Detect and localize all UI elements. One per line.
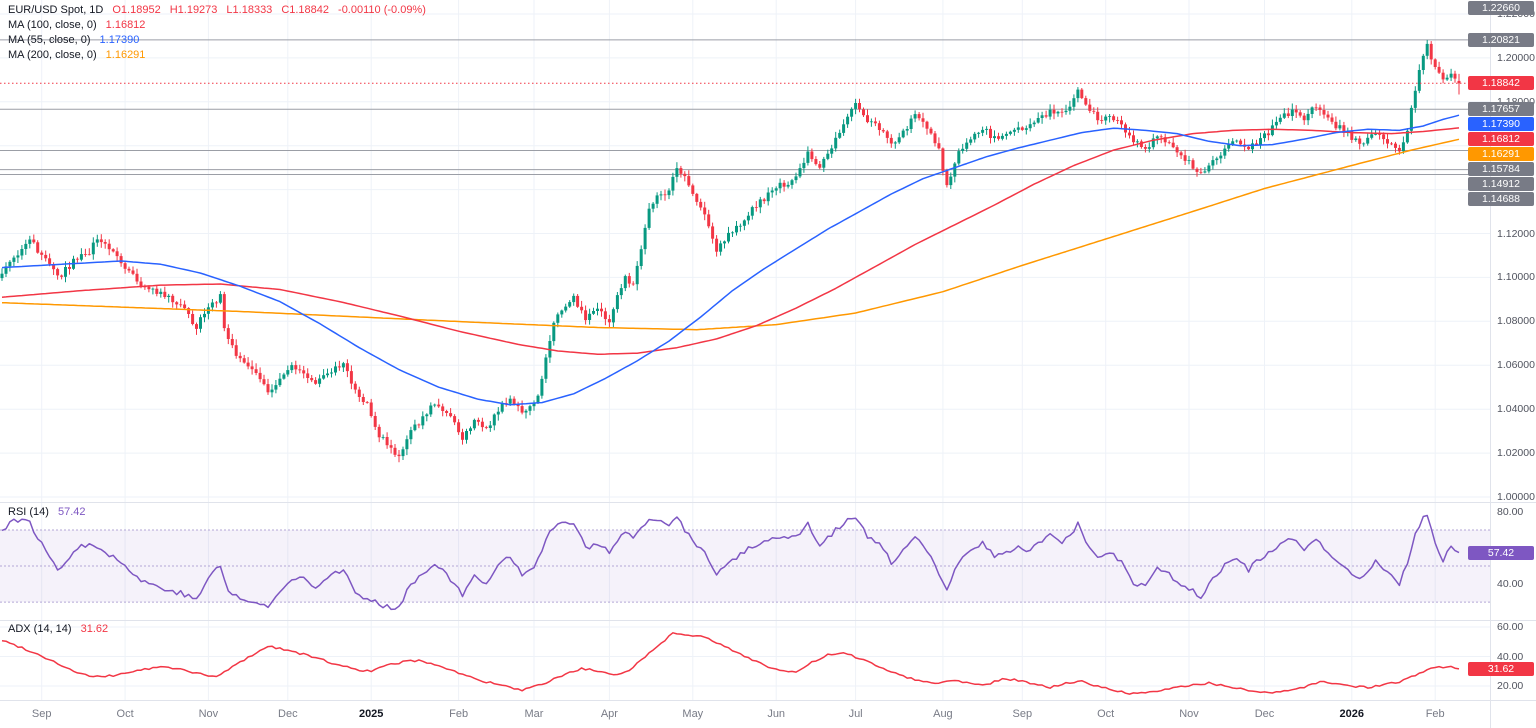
price-tick-label: 1.04000: [1497, 403, 1535, 416]
price-tick-label: 1.12000: [1497, 227, 1535, 240]
price-tick-label: 40.00: [1497, 650, 1524, 663]
price-tick-label: 1.06000: [1497, 359, 1535, 372]
current-price-badge: 1.18842: [1468, 76, 1534, 91]
adx-value-badge: 31.62: [1468, 661, 1534, 676]
rsi-label: RSI (14): [8, 506, 49, 518]
time-axis-label: Nov: [1179, 708, 1199, 720]
time-axis-label: Jun: [767, 708, 786, 720]
time-axis-label: Sep: [31, 708, 52, 720]
price-level-badge: 1.17657: [1468, 102, 1534, 117]
time-axis-label: Feb: [449, 708, 469, 720]
price-tick-label: 1.20000: [1497, 51, 1535, 64]
ohlc-low: L1.18333: [226, 4, 273, 16]
time-axis-label: Aug: [933, 708, 953, 720]
time-axis-label: Feb: [1425, 708, 1445, 720]
time-axis-label: 2026: [1339, 708, 1365, 720]
ohlc-close: C1.18842: [281, 4, 330, 16]
price-level-badge: 1.17390: [1468, 117, 1534, 132]
adx-label: ADX (14, 14): [8, 623, 72, 635]
time-axis-label: Oct: [1097, 708, 1115, 720]
time-axis-label: Dec: [1254, 708, 1275, 720]
rsi-legend-row[interactable]: RSI (14) 57.42: [8, 505, 86, 520]
time-axis-label: Oct: [116, 708, 134, 720]
ma100-legend-row[interactable]: MA (100, close, 0) 1.16812: [8, 18, 426, 33]
price-level-badge: 1.16812: [1468, 132, 1534, 147]
symbol-legend-row[interactable]: EUR/USD Spot, 1D O1.18952 H1.19273 L1.18…: [8, 3, 426, 18]
price-tick-label: 1.00000: [1497, 491, 1535, 503]
price-level-badge: 1.22660: [1468, 1, 1534, 15]
price-axis[interactable]: 1.220001.200001.180001.120001.100001.080…: [1468, 0, 1536, 728]
time-axis-label: Nov: [198, 708, 219, 720]
time-axis-label: May: [682, 708, 704, 720]
ma55-legend-row[interactable]: MA (55, close, 0) 1.17390: [8, 33, 426, 48]
ma100-label: MA (100, close, 0): [8, 19, 97, 31]
price-level-badge: 1.15784: [1468, 162, 1534, 177]
time-axis-label: Apr: [600, 708, 618, 720]
ohlc-open: O1.18952: [112, 4, 161, 16]
time-axis-label: Jul: [848, 708, 863, 720]
time-axis-label: Mar: [524, 708, 544, 720]
time-axis-label: Sep: [1012, 708, 1033, 720]
price-tick-label: 80.00: [1497, 505, 1524, 518]
ma200-legend-row[interactable]: MA (200, close, 0) 1.16291: [8, 48, 426, 63]
price-tick-label: 1.02000: [1497, 447, 1535, 460]
price-level-badge: 1.14688: [1468, 192, 1534, 207]
price-tick-label: 1.10000: [1497, 271, 1535, 284]
price-level-badge: 1.14912: [1468, 177, 1534, 192]
adx-value: 31.62: [80, 623, 109, 635]
time-axis-label: 2025: [358, 708, 384, 720]
ma55-value: 1.17390: [99, 34, 140, 46]
adx-legend-row[interactable]: ADX (14, 14) 31.62: [8, 622, 108, 637]
ma200-value: 1.16291: [105, 49, 146, 61]
rsi-value: 57.42: [57, 506, 86, 518]
ohlc-change: -0.00110 (-0.09%): [338, 4, 426, 16]
price-tick-label: 1.08000: [1497, 315, 1535, 328]
main-legend: EUR/USD Spot, 1D O1.18952 H1.19273 L1.18…: [8, 3, 426, 63]
price-tick-label: 40.00: [1497, 578, 1524, 590]
ma55-label: MA (55, close, 0): [8, 34, 91, 46]
symbol-title[interactable]: EUR/USD Spot, 1D: [8, 4, 104, 16]
time-axis[interactable]: Sep Oct Nov Dec 2025 Feb Mar Apr May Jun Jul Aug Sep…: [0, 700, 1536, 728]
ohlc-high: H1.19273: [169, 4, 218, 16]
price-tick-label: 60.00: [1497, 621, 1524, 633]
ma200-label: MA (200, close, 0): [8, 49, 97, 61]
price-level-badge: 1.16291: [1468, 147, 1534, 162]
ma100-value: 1.16812: [105, 19, 146, 31]
price-level-badge: 1.20821: [1468, 32, 1534, 47]
price-tick-label: 20.00: [1497, 680, 1524, 692]
rsi-value-badge: 57.42: [1468, 545, 1534, 560]
time-axis-label: Dec: [278, 708, 298, 720]
